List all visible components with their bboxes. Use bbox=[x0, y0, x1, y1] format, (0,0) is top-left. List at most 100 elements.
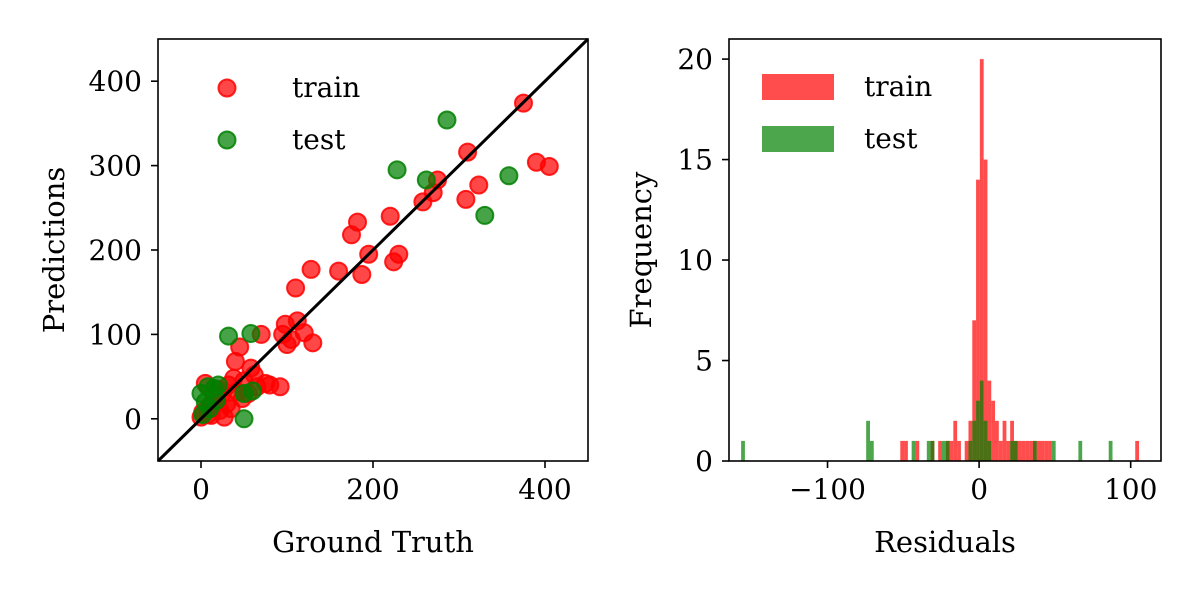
scatter-point-test-13 bbox=[387, 160, 407, 180]
legend-marker-test bbox=[217, 130, 237, 150]
scatter-x-tick-label: 400 bbox=[518, 473, 571, 506]
histogram-x-axis-label: Residuals bbox=[874, 525, 1016, 559]
histogram-bar-train-8 bbox=[957, 440, 961, 461]
scatter-point-test-17 bbox=[499, 166, 519, 186]
legend-label-test: test bbox=[864, 122, 918, 155]
histogram-bar-train-13 bbox=[979, 59, 984, 461]
scatter-point-train-45 bbox=[389, 244, 409, 264]
histogram-bar-train-25 bbox=[1025, 440, 1030, 461]
histogram-y-axis-label: Frequency bbox=[624, 171, 658, 328]
histogram-bar-train-18 bbox=[998, 440, 1003, 461]
scatter-panel: 0 200 400 0 100 200 300 400 Ground Truth Predi… bbox=[37, 37, 590, 559]
legend-swatch-train bbox=[762, 74, 834, 100]
histogram-bar-train-17 bbox=[995, 420, 999, 461]
scatter-point-train-36 bbox=[301, 259, 321, 279]
histogram-bar-train-23 bbox=[1017, 440, 1022, 461]
scatter-y-ticks: 0 100 200 300 400 bbox=[89, 65, 158, 436]
histogram-bar-train-20 bbox=[1006, 440, 1011, 461]
identity-line bbox=[156, 37, 590, 463]
histogram-bar-test-19 bbox=[1108, 440, 1113, 461]
scatter-x-tick-label: 200 bbox=[346, 473, 399, 506]
histogram-plot-frame bbox=[728, 38, 1162, 462]
histogram-bar-test-0 bbox=[741, 440, 745, 461]
histogram-bar-test-8 bbox=[968, 440, 973, 461]
histogram-bar-test-9 bbox=[972, 420, 977, 461]
scatter-point-train-54 bbox=[539, 156, 559, 176]
histogram-legend: train test bbox=[762, 70, 932, 155]
scatter-y-tick-label: 300 bbox=[89, 150, 142, 183]
legend-label-test: test bbox=[292, 123, 346, 156]
legend-label-train: train bbox=[292, 71, 360, 104]
histogram-bar-test-7 bbox=[945, 440, 950, 461]
scatter-point-train-18 bbox=[230, 337, 250, 357]
scatter-point-test-7 bbox=[208, 375, 228, 395]
histogram-bar-train-31 bbox=[1048, 440, 1052, 461]
histogram-bar-test-17 bbox=[1051, 440, 1056, 461]
scatter-point-train-33 bbox=[286, 278, 306, 298]
scatter-x-ticks: 0 200 400 bbox=[192, 461, 572, 506]
histogram-y-tick-label: 20 bbox=[677, 43, 713, 76]
histogram-bar-test-14 bbox=[1010, 440, 1014, 461]
legend-marker-train bbox=[217, 78, 237, 98]
histogram-bar-train-19 bbox=[1002, 420, 1007, 461]
scatter-legend: train test bbox=[217, 71, 360, 156]
histogram-y-ticks: 0 5 10 15 20 bbox=[677, 43, 729, 478]
histogram-bar-train-2 bbox=[915, 440, 920, 461]
scatter-point-train-41 bbox=[352, 264, 372, 284]
histogram-bar-test-15 bbox=[1013, 440, 1018, 461]
histogram-bar-train-16 bbox=[991, 400, 996, 461]
legend-swatch-test bbox=[762, 126, 834, 152]
histogram-bar-train-28 bbox=[1036, 440, 1041, 461]
histogram-y-tick-label: 0 bbox=[695, 445, 713, 478]
histogram-bar-train-26 bbox=[1029, 440, 1033, 461]
histogram-y-tick-label: 15 bbox=[677, 144, 713, 177]
histogram-x-ticks: −100 0 100 bbox=[789, 461, 1157, 506]
scatter-point-test-11 bbox=[241, 324, 261, 344]
histogram-y-tick-label: 5 bbox=[695, 345, 713, 378]
histogram-x-tick-label: −100 bbox=[789, 473, 866, 506]
legend-label-train: train bbox=[864, 70, 932, 103]
scatter-y-tick-label: 0 bbox=[124, 403, 142, 436]
scatter-point-train-49 bbox=[456, 189, 476, 209]
histogram-bar-test-3 bbox=[911, 440, 916, 461]
scatter-x-tick-label: 0 bbox=[192, 473, 210, 506]
histogram-bar-train-1 bbox=[904, 440, 908, 461]
histogram-y-tick-label: 10 bbox=[677, 244, 713, 277]
scatter-point-test-14 bbox=[416, 170, 436, 190]
histogram-bar-test-16 bbox=[1032, 440, 1037, 461]
scatter-x-axis-label: Ground Truth bbox=[272, 525, 474, 559]
histogram-bar-test-4 bbox=[926, 440, 931, 461]
histogram-x-tick-label: 100 bbox=[1104, 473, 1157, 506]
scatter-y-tick-label: 100 bbox=[89, 318, 142, 351]
histogram-bar-test-18 bbox=[1078, 440, 1083, 461]
scatter-point-train-37 bbox=[303, 333, 323, 353]
scatter-y-tick-label: 200 bbox=[89, 234, 142, 267]
histogram-bar-test-10 bbox=[976, 400, 980, 461]
histogram-bar-train-0 bbox=[900, 440, 905, 461]
histogram-bar-train-24 bbox=[1021, 440, 1026, 461]
scatter-point-test-15 bbox=[437, 110, 457, 130]
histogram-bar-train-15 bbox=[987, 380, 992, 461]
histogram-bar-test-11 bbox=[979, 380, 984, 461]
histogram-bar-train-30 bbox=[1044, 440, 1049, 461]
scatter-y-tick-label: 400 bbox=[89, 65, 142, 98]
histogram-bar-test-2 bbox=[869, 440, 874, 461]
histogram-bar-train-9 bbox=[964, 440, 969, 461]
histogram-bar-train-4 bbox=[938, 440, 942, 461]
scatter-point-test-8 bbox=[219, 326, 239, 346]
histogram-bar-train-7 bbox=[953, 420, 958, 461]
histogram-bar-train-6 bbox=[949, 440, 954, 461]
scatter-point-test-9 bbox=[234, 409, 254, 429]
scatter-point-train-43 bbox=[380, 206, 400, 226]
histogram-bar-test-1 bbox=[866, 420, 870, 461]
histogram-bar-test-13 bbox=[987, 440, 992, 461]
histogram-bar-train-29 bbox=[1040, 440, 1045, 461]
histogram-bar-train-32 bbox=[1135, 440, 1140, 461]
scatter-point-train-38 bbox=[329, 261, 349, 281]
histogram-bar-train-11 bbox=[972, 320, 977, 461]
histogram-bar-test-12 bbox=[983, 420, 988, 461]
scatter-point-train-28 bbox=[270, 377, 290, 397]
histogram-bar-train-14 bbox=[983, 159, 988, 462]
